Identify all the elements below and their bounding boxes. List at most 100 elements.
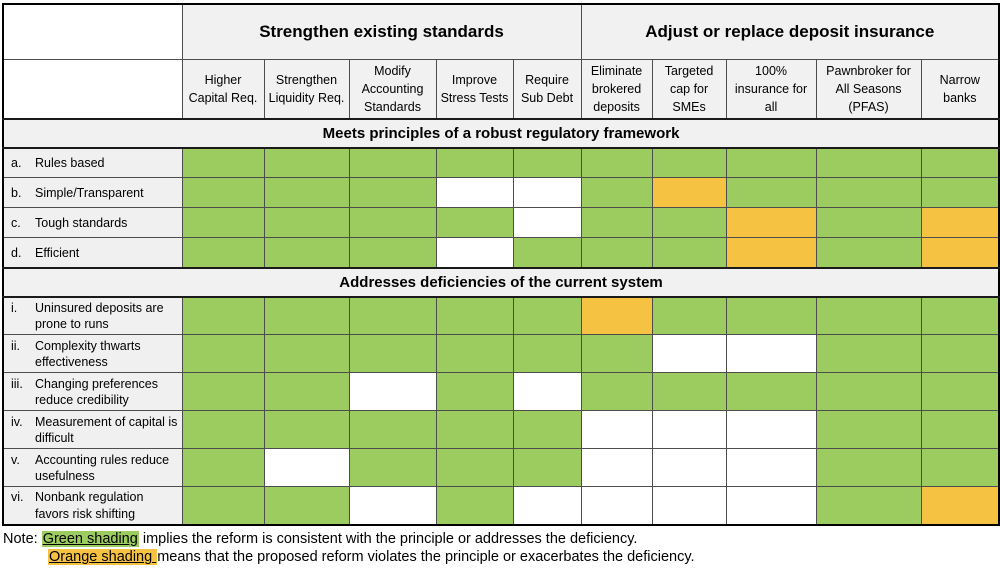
matrix-cell-green: [815, 207, 922, 239]
row-label-text: Uninsured deposits are prone to runs: [35, 300, 164, 332]
matrix-cell-orange: [920, 237, 1000, 269]
matrix-cell-green: [815, 177, 922, 209]
matrix-cell-white: [580, 410, 653, 450]
matrix-row: v. Accounting rules reduce usefulness: [2, 448, 1000, 488]
matrix-cell-green: [181, 147, 265, 179]
column-header-require-sub-debt: Require Sub Debt: [512, 58, 582, 120]
matrix-cell-green: [435, 372, 514, 412]
matrix-cell-green: [725, 372, 817, 412]
matrix-cell-white: [435, 237, 514, 269]
matrix-cell-green: [348, 410, 437, 450]
note-orange-shading-label: Orange shading: [48, 549, 158, 566]
column-header-modify-accounting: Modify Accounting Standards: [348, 58, 437, 120]
matrix-cell-white: [348, 486, 437, 526]
matrix-cell-green: [725, 296, 817, 336]
matrix-cell-orange: [580, 296, 653, 336]
matrix-cell-green: [580, 372, 653, 412]
matrix-body: Meets principles of a robust regulatory …: [2, 118, 1000, 526]
matrix-cell-white: [725, 410, 817, 450]
matrix-cell-green: [181, 207, 265, 239]
row-label: v. Accounting rules reduce usefulness: [2, 448, 183, 488]
matrix-cell-green: [815, 334, 922, 374]
matrix-row: vi. Nonbank regulation favors risk shifti…: [2, 486, 1000, 526]
group-header-strengthen-standards: Strengthen existing standards: [181, 3, 582, 60]
matrix-cell-green: [580, 147, 653, 179]
row-label-text: Complexity thwarts effectiveness: [35, 338, 141, 369]
matrix-cell-green: [435, 334, 514, 374]
matrix-cell-green: [263, 296, 350, 336]
row-number: vi.: [11, 490, 24, 505]
row-label: ii. Complexity thwarts effectiveness: [2, 334, 183, 374]
matrix-cell-green: [815, 410, 922, 450]
column-header-improve-stress-tests: Improve Stress Tests: [435, 58, 514, 120]
column-header-higher-capital: Higher Capital Req.: [181, 58, 265, 120]
matrix-cell-green: [263, 147, 350, 179]
section-header-row: Meets principles of a robust regulatory …: [2, 118, 1000, 149]
matrix-cell-green: [181, 372, 265, 412]
row-label: b. Simple/Transparent: [2, 177, 183, 209]
matrix-cell-orange: [920, 207, 1000, 239]
matrix-cell-green: [435, 207, 514, 239]
matrix-cell-green: [348, 296, 437, 336]
matrix-cell-green: [181, 177, 265, 209]
row-label-text: Rules based: [35, 156, 105, 170]
matrix-cell-orange: [651, 177, 727, 209]
row-label: vi. Nonbank regulation favors risk shifti…: [2, 486, 183, 526]
matrix-cell-orange: [920, 486, 1000, 526]
note-green-text: implies the reform is consistent with th…: [138, 530, 638, 547]
matrix-cell-green: [580, 177, 653, 209]
matrix-cell-white: [651, 410, 727, 450]
matrix-cell-green: [512, 237, 582, 269]
matrix-cell-green: [348, 207, 437, 239]
matrix-row: iv. Measurement of capital is difficult: [2, 410, 1000, 450]
matrix-cell-green: [512, 296, 582, 336]
matrix-cell-green: [263, 207, 350, 239]
matrix-cell-green: [920, 296, 1000, 336]
matrix-cell-green: [920, 177, 1000, 209]
matrix-cell-green: [815, 147, 922, 179]
matrix-cell-green: [725, 147, 817, 179]
matrix-cell-green: [512, 147, 582, 179]
row-label: d. Efficient: [2, 237, 183, 269]
matrix-cell-green: [435, 486, 514, 526]
matrix-cell-orange: [725, 207, 817, 239]
matrix-cell-green: [263, 372, 350, 412]
matrix-row: iii. Changing preferences reduce credibil…: [2, 372, 1000, 412]
row-number: iii.: [11, 376, 23, 391]
section-title: Meets principles of a robust regulatory …: [2, 118, 1000, 149]
matrix-row: i. Uninsured deposits are prone to runs: [2, 296, 1000, 336]
matrix-cell-green: [348, 334, 437, 374]
column-header-strengthen-liquidity: Strengthen Liquidity Req.: [263, 58, 350, 120]
row-label-text: Efficient: [35, 245, 80, 260]
matrix-cell-green: [181, 448, 265, 488]
note-line-green: Note: Green shading implies the reform i…: [3, 530, 1000, 549]
matrix-cell-green: [435, 448, 514, 488]
row-number: a.: [11, 156, 22, 170]
matrix-cell-green: [181, 237, 265, 269]
matrix-cell-green: [815, 237, 922, 269]
matrix-row: c. Tough standards: [2, 207, 1000, 239]
matrix-cell-green: [815, 372, 922, 412]
row-label: iv. Measurement of capital is difficult: [2, 410, 183, 450]
reform-matrix-table: Strengthen existing standards Adjust or …: [2, 3, 1000, 526]
row-number: d.: [11, 245, 22, 260]
matrix-cell-white: [580, 486, 653, 526]
matrix-cell-white: [348, 372, 437, 412]
matrix-cell-green: [263, 237, 350, 269]
matrix-cell-white: [512, 486, 582, 526]
figure-note: Note: Green shading implies the reform i…: [3, 530, 1000, 567]
matrix-cell-green: [815, 296, 922, 336]
note-green-shading-label: Green shading: [41, 530, 139, 547]
matrix-cell-green: [181, 486, 265, 526]
column-header-100pct-insurance: 100% insurance for all: [725, 58, 817, 120]
row-label-text: Tough standards: [35, 215, 128, 230]
matrix-cell-white: [725, 448, 817, 488]
matrix-cell-green: [651, 207, 727, 239]
row-label: iii. Changing preferences reduce credibil…: [2, 372, 183, 412]
matrix-cell-green: [263, 486, 350, 526]
column-header-narrow-banks: Narrow banks: [920, 58, 1000, 120]
matrix-cell-white: [435, 177, 514, 209]
matrix-cell-green: [348, 177, 437, 209]
note-line-orange: Orange shading means that the proposed r…: [48, 548, 1000, 567]
